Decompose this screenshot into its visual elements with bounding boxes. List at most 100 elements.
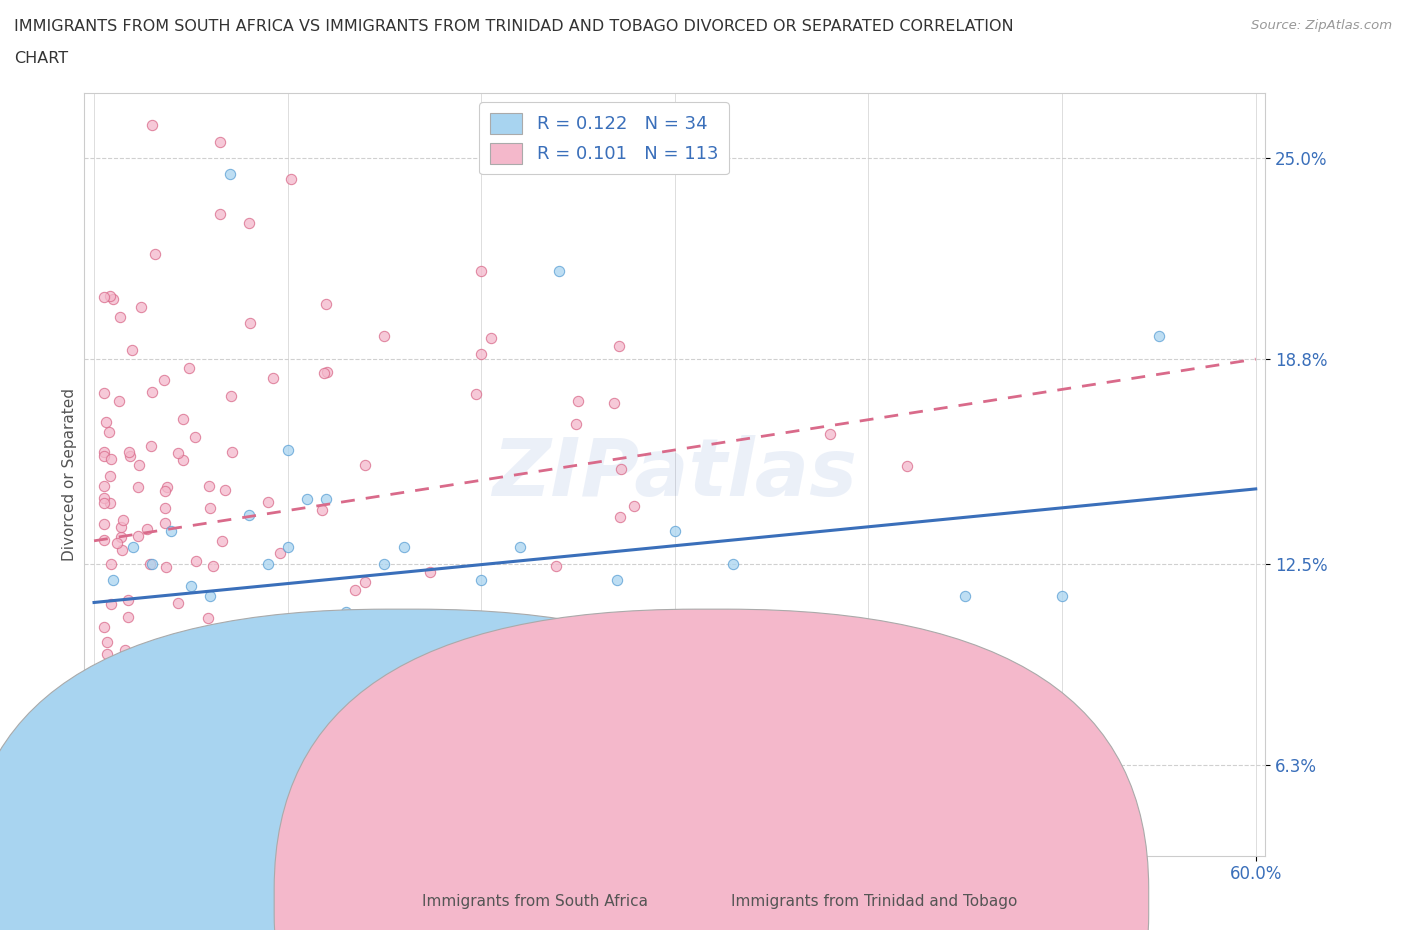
Point: [121, 343, 143, 358]
Point: [202, 559, 225, 574]
Point: [470, 347, 492, 362]
Point: [896, 458, 918, 473]
Y-axis label: Divorced or Separated: Divorced or Separated: [62, 388, 77, 561]
Point: [277, 443, 299, 458]
Point: [197, 610, 219, 625]
Point: [209, 134, 232, 149]
Point: [143, 246, 166, 261]
Point: [93, 490, 115, 505]
Point: [602, 395, 624, 410]
Point: [93, 479, 115, 494]
Point: [409, 633, 432, 648]
Point: [97, 425, 120, 440]
Point: [160, 524, 183, 538]
Point: [100, 452, 122, 467]
Point: [141, 118, 163, 133]
Point: [211, 534, 233, 549]
Point: [103, 572, 125, 587]
Point: [479, 330, 502, 345]
Point: [153, 484, 176, 498]
Point: [610, 461, 633, 476]
Point: [465, 386, 488, 401]
Point: [127, 480, 149, 495]
Point: [172, 453, 194, 468]
Point: [295, 491, 318, 506]
Point: [93, 619, 115, 634]
Point: [93, 681, 115, 696]
Point: [127, 528, 149, 543]
Point: [93, 448, 115, 463]
Point: [354, 575, 377, 590]
Point: [609, 510, 631, 525]
Point: [315, 297, 337, 312]
Point: [567, 393, 589, 408]
Point: [117, 592, 139, 607]
Point: [179, 361, 201, 376]
Point: [100, 556, 122, 571]
Point: [93, 533, 115, 548]
Point: [143, 673, 166, 688]
Point: [450, 729, 472, 744]
Point: [858, 718, 880, 733]
Point: [305, 650, 328, 665]
Point: [107, 393, 129, 408]
Point: [509, 540, 531, 555]
Point: [218, 166, 240, 181]
Point: [598, 701, 620, 716]
Point: [818, 426, 841, 441]
Point: [607, 636, 630, 651]
Point: [1147, 329, 1170, 344]
Point: [98, 496, 121, 511]
Point: [412, 832, 434, 847]
Point: [238, 783, 260, 798]
Point: [111, 512, 134, 527]
Point: [111, 542, 134, 557]
Point: [93, 290, 115, 305]
Point: [167, 595, 190, 610]
Point: [565, 417, 588, 432]
Point: [664, 524, 686, 538]
Point: [98, 469, 121, 484]
Point: [470, 264, 492, 279]
Point: [155, 500, 177, 515]
Point: [607, 339, 630, 353]
Point: [93, 496, 115, 511]
Point: [221, 445, 243, 459]
Point: [238, 216, 260, 231]
Point: [373, 329, 395, 344]
Point: [93, 386, 115, 401]
Point: [93, 516, 115, 531]
Point: [117, 609, 139, 624]
Point: [152, 372, 174, 387]
Point: [121, 540, 143, 555]
Point: [277, 540, 299, 555]
Point: [721, 556, 744, 571]
Point: [1050, 589, 1073, 604]
Point: [219, 389, 242, 404]
Point: [93, 693, 115, 708]
Point: [214, 483, 236, 498]
Point: [136, 522, 159, 537]
Point: [118, 445, 141, 459]
Point: [129, 299, 152, 314]
Text: ZIPatlas: ZIPatlas: [492, 435, 858, 513]
Point: [100, 596, 122, 611]
Point: [184, 430, 207, 445]
Point: [419, 565, 441, 579]
Point: [110, 520, 132, 535]
Legend: R = 0.122   N = 34, R = 0.101   N = 113: R = 0.122 N = 34, R = 0.101 N = 113: [479, 102, 730, 175]
Point: [761, 637, 783, 652]
Point: [280, 171, 302, 186]
Point: [96, 646, 118, 661]
Point: [141, 556, 163, 571]
Point: [167, 445, 190, 460]
Point: [94, 735, 117, 750]
Point: [470, 572, 492, 587]
Point: [257, 495, 280, 510]
Point: [108, 309, 131, 324]
Point: [139, 439, 162, 454]
Point: [208, 206, 231, 221]
Point: [128, 458, 150, 472]
Point: [335, 604, 357, 619]
Point: [422, 663, 444, 678]
